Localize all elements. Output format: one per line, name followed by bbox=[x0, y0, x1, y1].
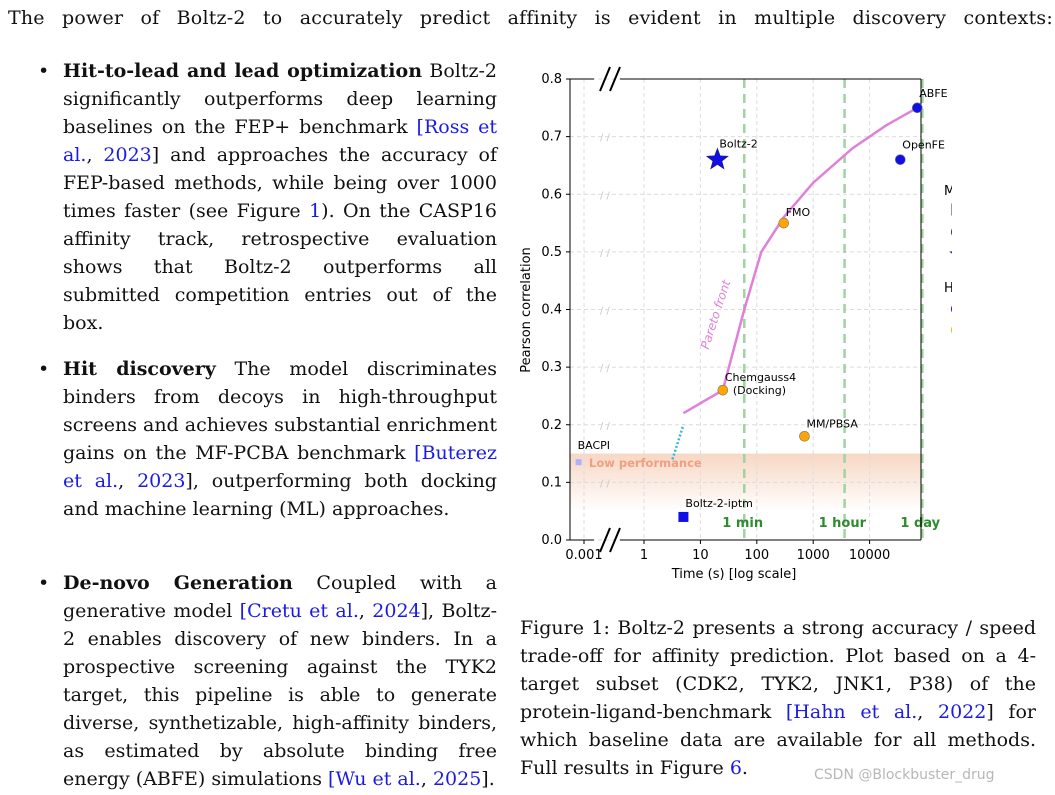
axis-break-hint: / / bbox=[600, 190, 611, 201]
y-tick-label: 0.8 bbox=[541, 72, 562, 87]
axis-break-mark bbox=[609, 527, 621, 553]
caption-text: Boltz-2 presents a strong accuracy / spe… bbox=[520, 617, 1036, 723]
data-point-ml bbox=[678, 511, 689, 522]
citation-cretu-year[interactable]: 2024 bbox=[372, 600, 421, 622]
time-marker-label: 1 min bbox=[722, 516, 763, 531]
x-axis-label: Time (s) [log scale] bbox=[671, 567, 797, 582]
axis-break-hint: / / bbox=[600, 133, 611, 144]
legend-hardware-marker bbox=[951, 326, 952, 334]
data-point-physics bbox=[894, 154, 906, 165]
citation-buterez-year[interactable]: 2023 bbox=[137, 470, 186, 492]
legend-physics-marker bbox=[951, 228, 952, 236]
x-tick-label: 0.001 bbox=[565, 548, 602, 563]
watermark: CSDN @Blockbuster_drug bbox=[814, 767, 995, 783]
figure-ref-1[interactable]: 1 bbox=[309, 200, 322, 222]
bullet-text: Boltz-2 significantly outperforms deep l… bbox=[63, 60, 497, 138]
bullet-text: . bbox=[488, 768, 495, 790]
bullet-heading: Hit-to-lead and lead optimization bbox=[63, 60, 423, 82]
data-point-label: Boltz-2 bbox=[719, 138, 757, 151]
axis-break-mark bbox=[599, 66, 611, 92]
bullet-text: Coupled with a generative model bbox=[63, 572, 497, 622]
citation-hahn[interactable]: [Hahn et al. bbox=[785, 701, 918, 723]
figure-caption: Figure 1: Boltz-2 presents a strong accu… bbox=[520, 617, 1036, 779]
legend-hardware-marker bbox=[951, 305, 952, 313]
bullet-hit-discovery: Hit discovery The model discriminates bi… bbox=[63, 358, 497, 520]
data-point-label: (Docking) bbox=[733, 384, 786, 397]
data-point-label: MM/PBSA bbox=[806, 417, 858, 430]
citation-wu-year[interactable]: 2025 bbox=[432, 768, 482, 790]
y-tick-label: 0.2 bbox=[541, 418, 562, 433]
data-point-label: BACPI bbox=[578, 439, 610, 452]
bullet-de-novo: De-novo Generation Coupled with a genera… bbox=[63, 572, 497, 790]
data-point-physics bbox=[799, 430, 810, 442]
x-tick-label: 1 bbox=[640, 548, 648, 563]
y-tick-label: 0.1 bbox=[541, 475, 562, 490]
low-performance-label: Low performance bbox=[589, 456, 702, 470]
x-tick-label: 1000 bbox=[797, 548, 830, 563]
data-point-label: ABFE bbox=[919, 87, 947, 100]
data-point-physics bbox=[911, 102, 923, 114]
axis-break-mark bbox=[609, 66, 621, 92]
bullet-text: and approaches the accuracy of FEP-based… bbox=[63, 144, 497, 222]
pareto-front-label: Pareto front bbox=[698, 277, 734, 351]
data-point-ml bbox=[575, 459, 582, 466]
data-point-boltz2 bbox=[705, 147, 729, 170]
citation-cretu[interactable]: [Cretu et al. bbox=[239, 600, 359, 622]
figure-ref-6[interactable]: 6 bbox=[729, 757, 742, 779]
x-tick-label: 100 bbox=[744, 548, 769, 563]
citation-hahn-year[interactable]: 2022 bbox=[938, 701, 987, 723]
citation-wu[interactable]: [Wu et al. bbox=[328, 768, 421, 790]
bullet-text: ). On the CASP16 affinity track, retrosp… bbox=[63, 200, 497, 334]
axis-break-hint: / / bbox=[600, 363, 611, 374]
legend-hardware-title: Hardware bbox=[944, 281, 952, 296]
citation-ross-year[interactable]: 2023 bbox=[103, 144, 152, 166]
citation-buterez[interactable]: [Buterez et al. bbox=[63, 442, 497, 492]
data-point-physics bbox=[778, 217, 790, 229]
data-point-label: OpenFE bbox=[902, 139, 945, 152]
citation-ross[interactable]: [Ross et al. bbox=[63, 116, 498, 166]
bullet-text: , Boltz-2 enables discovery of new binde… bbox=[63, 600, 497, 790]
bullet-text: The model discriminates binders from dec… bbox=[63, 358, 497, 464]
axis-break-hint: / / bbox=[600, 306, 611, 317]
bullet-dot-2: • bbox=[38, 358, 50, 380]
legend-boltz2-marker bbox=[949, 251, 952, 254]
intro-text: The power of Boltz-2 to accurately predi… bbox=[8, 7, 1053, 29]
axis-break-hint: / / bbox=[600, 478, 611, 489]
bullet-heading: De-novo Generation bbox=[63, 572, 293, 594]
caption-text: for which baseline data are available fo… bbox=[520, 701, 1036, 779]
y-tick-label: 0.3 bbox=[541, 360, 562, 375]
bullet-heading: Hit discovery bbox=[63, 358, 216, 380]
axis-break-hint: / / bbox=[600, 421, 611, 432]
caption-label: Figure 1: bbox=[520, 617, 610, 639]
y-tick-label: 0.7 bbox=[541, 130, 562, 145]
axis-break-mark bbox=[599, 527, 611, 553]
legend-method-title: Method type bbox=[944, 184, 952, 199]
time-marker-label: 1 hour bbox=[819, 516, 867, 531]
bullet-dot-1: • bbox=[38, 60, 50, 82]
bullet-hit-to-lead: Hit-to-lead and lead optimization Boltz-… bbox=[63, 60, 498, 334]
data-point-physics bbox=[717, 384, 729, 396]
pareto-front-curve bbox=[682, 106, 918, 415]
x-tick-label: 10 bbox=[692, 548, 709, 563]
y-tick-label: 0.0 bbox=[541, 533, 562, 548]
bullet-text: , outperforming both docking and machine… bbox=[63, 470, 497, 520]
y-tick-label: 0.5 bbox=[541, 245, 562, 260]
data-point-label: Boltz-2-iptm bbox=[685, 497, 752, 510]
x-tick-label: 10000 bbox=[849, 548, 890, 563]
axis-break-hint: / / bbox=[600, 248, 611, 259]
data-point-label: FMO bbox=[786, 206, 811, 219]
y-tick-label: 0.6 bbox=[541, 187, 562, 202]
y-axis-label: Pearson correlation bbox=[519, 247, 534, 373]
data-point-label: Chemgauss4 bbox=[725, 371, 796, 384]
y-tick-label: 0.4 bbox=[541, 303, 562, 318]
bullet-dot-3: • bbox=[38, 572, 50, 594]
